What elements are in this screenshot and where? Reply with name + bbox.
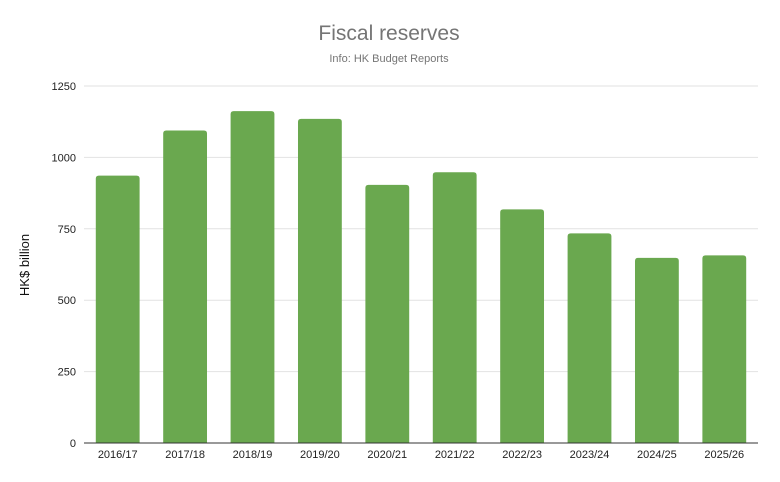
y-tick-label: 250 [58,367,76,379]
x-tick-label: 2018/19 [233,449,273,461]
x-tick-label: 2016/17 [98,449,138,461]
y-tick-label: 750 [58,224,76,236]
x-axis-ticks: 2016/17 2017/18 2018/19 2019/20 2020/21 2021/… [98,449,744,461]
bars [95,111,747,444]
bar-2017-18 [163,130,208,444]
y-tick-label: 0 [70,438,76,450]
bar-2019-20 [297,118,342,444]
x-tick-label: 2020/21 [367,449,407,461]
bar-2023-24 [567,233,612,443]
x-tick-label: 2024/25 [637,449,677,461]
y-tick-label: 1250 [52,81,76,93]
x-tick-label: 2023/24 [570,449,610,461]
y-axis-label: HK$ billion [17,234,32,296]
bar-2016-17 [95,175,140,443]
x-tick-label: 2021/22 [435,449,475,461]
chart-title: Fiscal reserves [318,22,459,45]
bar-2025-26 [702,255,747,443]
y-tick-label: 1000 [52,152,76,164]
x-tick-label: 2022/23 [502,449,542,461]
y-tick-label: 500 [58,295,76,307]
x-tick-label: 2025/26 [704,449,744,461]
bar-2021-22 [432,172,477,443]
bar-2024-25 [634,257,679,443]
x-tick-label: 2019/20 [300,449,340,461]
x-tick-label: 2017/18 [165,449,205,461]
bar-2020-21 [365,184,410,443]
bar-2022-23 [500,209,545,443]
chart-subtitle: Info: HK Budget Reports [329,53,449,65]
bar-2018-19 [230,111,275,443]
y-axis-ticks: 0 250 500 750 1000 1250 [52,81,76,450]
